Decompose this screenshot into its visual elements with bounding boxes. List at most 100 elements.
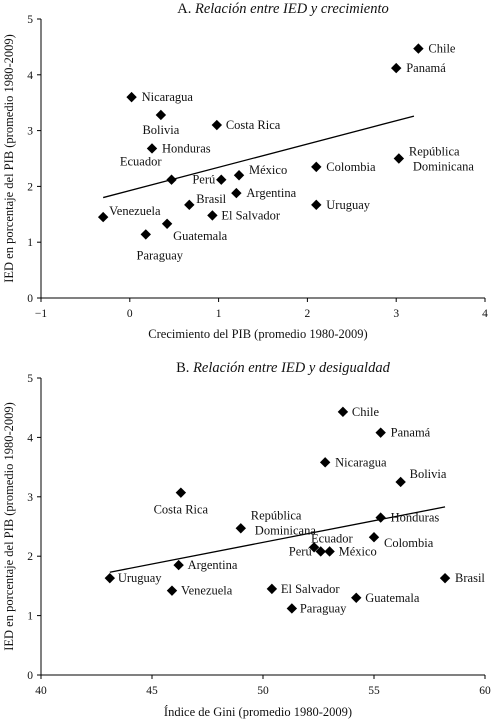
- point-label-brasil: Brasil: [196, 192, 226, 206]
- y-tick-label: 1: [27, 611, 33, 623]
- chart-title-text: Relación entre IED y crecimiento: [194, 1, 389, 17]
- point-label-uruguay: Uruguay: [326, 198, 370, 212]
- point-honduras: [375, 512, 386, 523]
- point-venezuela: [166, 585, 178, 596]
- y-tick-label: 3: [27, 492, 33, 504]
- point-label-mexico: México: [249, 163, 287, 177]
- y-tick-label: 4: [27, 432, 33, 444]
- point-label-argentina: Argentina: [188, 558, 238, 572]
- point-label-line: República: [251, 508, 302, 522]
- panel-b: B. Relación entre IED y desigualdad 0 1 2 3 4…: [2, 360, 491, 719]
- x-tick-label: 50: [257, 685, 269, 697]
- point-label-bolivia: Bolivia: [410, 467, 447, 481]
- point-label-panama: Panamá: [391, 426, 431, 440]
- y-tick-label: 0: [27, 293, 33, 305]
- point-bolivia: [395, 476, 406, 488]
- point-label-paraguay: Paraguay: [300, 601, 347, 615]
- y-axis-label: IED en porcentaje del PIB (promedio 1980…: [2, 402, 16, 651]
- point-label-uruguay: Uruguay: [118, 571, 162, 585]
- point-label-line: Dominicana: [413, 160, 475, 174]
- chart-title: A. Relación entre IED y crecimiento: [177, 1, 389, 17]
- x-tick-label: 3: [393, 308, 399, 320]
- point-venezuela: [97, 211, 109, 223]
- point-label-ecuador: Ecuador: [120, 155, 162, 169]
- point-nicaragua: [126, 91, 137, 103]
- point-label-guatemala: Guatemala: [365, 591, 420, 605]
- point-label-peru: Perú: [289, 544, 313, 558]
- x-tick-label: 4: [482, 308, 488, 320]
- point-label-line: Dominicana: [255, 523, 317, 537]
- y-axis-label: IED en porcentaje del PIB (promedio 1980…: [2, 34, 16, 283]
- point-panama: [375, 427, 386, 438]
- point-label-venezuela: Venezuela: [109, 204, 161, 218]
- point-label-mexico: México: [339, 544, 377, 558]
- trend-line: [109, 506, 446, 573]
- x-tick-label: 1: [216, 308, 222, 320]
- point-label-guatemala: Guatemala: [173, 229, 228, 243]
- x-axis-label: Crecimiento del PIB (promedio 1980-2009): [148, 327, 367, 341]
- point-label-republica-dominicana: República Dominicana: [251, 508, 317, 537]
- point-label-brasil: Brasil: [455, 571, 485, 585]
- point-republica-dominicana: [393, 153, 405, 164]
- point-uruguay: [311, 199, 322, 211]
- chart-title-prefix: A.: [177, 1, 195, 17]
- x-axis-label: Índice de Gini (promedio 1980-2009): [164, 705, 352, 719]
- point-label-costa-rica: Costa Rica: [226, 118, 281, 132]
- point-mexico: [324, 546, 335, 557]
- point-brasil: [439, 572, 451, 584]
- point-label-colombia: Colombia: [326, 160, 376, 174]
- point-paraguay: [286, 603, 298, 614]
- y-tick-label: 5: [27, 373, 33, 385]
- point-label-nicaragua: Nicaragua: [335, 455, 387, 469]
- y-tick-label: 4: [27, 70, 33, 82]
- chart-title-prefix: B.: [176, 360, 193, 376]
- point-peru: [216, 174, 227, 185]
- point-guatemala: [161, 218, 173, 229]
- point-chile: [413, 43, 424, 54]
- point-label-honduras: Honduras: [391, 511, 440, 525]
- y-tick-label: 5: [27, 14, 33, 26]
- point-label-colombia: Colombia: [384, 536, 434, 550]
- point-costa-rica: [175, 487, 187, 498]
- point-label-republica-dominicana: República Dominicana: [409, 145, 475, 174]
- point-label-costa-rica: Costa Rica: [154, 503, 209, 517]
- y-tick-label: 0: [27, 670, 33, 682]
- point-panama: [391, 62, 402, 74]
- point-label-honduras: Honduras: [162, 141, 211, 155]
- point-chile: [337, 406, 349, 418]
- y-tick-label: 2: [27, 181, 33, 193]
- point-label-bolivia: Bolivia: [142, 123, 179, 137]
- point-costa-rica: [211, 119, 223, 131]
- point-ecuador: [166, 174, 177, 185]
- point-uruguay: [104, 572, 116, 584]
- point-argentina: [231, 187, 242, 199]
- point-republica-dominicana: [235, 523, 246, 534]
- point-ecuador: [308, 542, 320, 553]
- point-el-salvador: [266, 583, 278, 595]
- point-label-argentina: Argentina: [246, 186, 296, 200]
- chart-title-text: Relación entre IED y desigualdad: [192, 360, 391, 376]
- panel-a: A. Relación entre IED y crecimiento 0 1 2 3 4…: [2, 1, 488, 341]
- point-guatemala: [351, 592, 362, 603]
- point-argentina: [173, 559, 184, 571]
- point-peru: [315, 546, 326, 557]
- x-tick-label: 40: [35, 685, 47, 697]
- x-tick-label: 45: [146, 685, 158, 697]
- point-label-peru: Perú: [192, 173, 216, 187]
- x-tick-label: 55: [368, 685, 380, 697]
- point-el-salvador: [207, 210, 218, 221]
- point-paraguay: [140, 229, 151, 240]
- x-tick-label: 2: [305, 308, 311, 320]
- x-tick-label: 60: [479, 685, 491, 697]
- y-tick-label: 3: [27, 126, 33, 138]
- point-label-paraguay: Paraguay: [137, 248, 184, 262]
- y-tick-label: 1: [27, 237, 33, 249]
- x-tick-label: −1: [35, 308, 47, 320]
- point-label-ecuador: Ecuador: [311, 531, 353, 545]
- point-label-chile: Chile: [428, 42, 456, 56]
- y-tick-label: 2: [27, 551, 33, 563]
- point-honduras: [146, 143, 158, 154]
- point-colombia: [311, 161, 322, 173]
- point-nicaragua: [319, 457, 331, 468]
